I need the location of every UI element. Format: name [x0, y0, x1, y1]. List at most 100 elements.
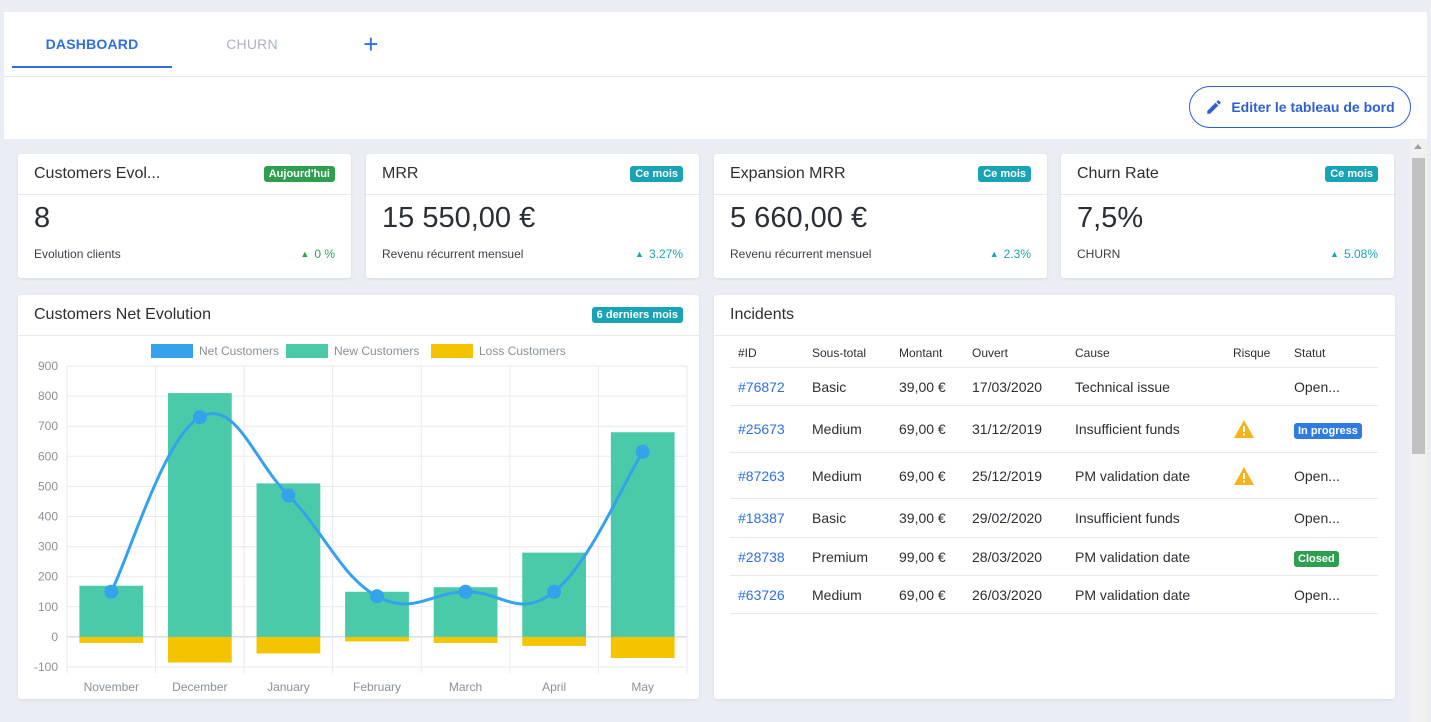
- add-tab-icon[interactable]: +: [363, 29, 379, 59]
- opened-date-cell: 31/12/2019: [964, 405, 1067, 453]
- scroll-up-icon[interactable]: [1414, 144, 1422, 149]
- column-header: Risque: [1225, 339, 1286, 368]
- loss-customers-bar: [345, 636, 409, 642]
- risk-cell: [1225, 452, 1286, 499]
- table-row[interactable]: #18387 Basic 39,00 €29/02/2020 Insufficient…: [730, 498, 1378, 538]
- amount-cell: 39,00 €: [891, 367, 964, 406]
- table-header-row: #ID Sous-total Montant Ouvert Cause Risq…: [730, 339, 1378, 368]
- kpi-value: 8: [34, 202, 51, 234]
- risk-cell: [1225, 575, 1286, 614]
- subtotal-cell: Medium: [804, 452, 891, 499]
- table-row[interactable]: #28738 Premium 99,00 €28/03/2020 PM validat…: [730, 537, 1378, 576]
- incident-id-link[interactable]: #18387: [730, 498, 804, 538]
- status-cell: Open...: [1286, 575, 1378, 614]
- new-customers-bar: [167, 393, 232, 637]
- risk-cell: [1225, 498, 1286, 538]
- period-badge: Ce mois: [1325, 166, 1378, 182]
- x-tick-label: December: [172, 680, 227, 694]
- card-header: Customers Evol... Aujourd'hui: [18, 154, 351, 195]
- card-header: Expansion MRR Ce mois: [714, 154, 1047, 195]
- kpi-title: Churn Rate: [1077, 165, 1159, 182]
- opened-date-cell: 29/02/2020: [964, 498, 1067, 538]
- risk-cell: [1225, 537, 1286, 576]
- net-customers-point: [458, 584, 473, 599]
- table-row[interactable]: #63726 Medium 69,00 €26/03/2020 PM validati…: [730, 575, 1378, 614]
- amount-cell: 39,00 €: [891, 498, 964, 538]
- loss-customers-bar: [79, 636, 144, 643]
- kpi-card-expansion-mrr: Expansion MRR Ce mois 5 660,00 € Revenu …: [714, 154, 1047, 278]
- y-tick-label: 0: [51, 630, 58, 644]
- subtotal-cell: Medium: [804, 405, 891, 453]
- card-header: Customers Net Evolution 6 derniers mois: [18, 295, 699, 336]
- chart-card-title: Customers Net Evolution: [34, 306, 211, 323]
- x-tick-label: November: [84, 680, 139, 694]
- period-badge: 6 derniers mois: [591, 307, 683, 323]
- kpi-title: Expansion MRR: [730, 165, 846, 182]
- table-row[interactable]: #76872 Basic 39,00 €17/03/2020 Technical is…: [730, 367, 1378, 406]
- cause-cell: Insufficient funds: [1067, 405, 1225, 453]
- legend-label: Net Customers: [199, 344, 279, 358]
- card-header: MRR Ce mois: [366, 154, 699, 195]
- subtotal-cell: Basic: [804, 498, 891, 538]
- y-tick-label: 600: [38, 449, 58, 463]
- new-customers-bar: [610, 432, 675, 637]
- table-row[interactable]: #25673 Medium 69,00 €31/12/2019 Insufficien…: [730, 405, 1378, 453]
- amount-cell: 69,00 €: [891, 575, 964, 614]
- kpi-delta-value: 0 %: [314, 247, 335, 261]
- y-tick-label: 700: [38, 419, 58, 433]
- x-tick-label: March: [449, 680, 482, 694]
- column-header: Cause: [1067, 339, 1225, 368]
- customers-net-evolution-card: Customers Net Evolution 6 derniers mois …: [18, 295, 699, 699]
- table-row[interactable]: #87263 Medium 69,00 €25/12/2019 PM validati…: [730, 452, 1378, 499]
- incident-id-link[interactable]: #28738: [730, 537, 804, 576]
- column-header: Sous-total: [804, 339, 891, 368]
- kpi-card-churn-rate: Churn Rate Ce mois 7,5% CHURN ▲ 5.08%: [1061, 154, 1394, 278]
- edit-dashboard-button[interactable]: Editer le tableau de bord: [1189, 86, 1411, 128]
- y-tick-label: 800: [38, 389, 58, 403]
- incident-id-link[interactable]: #63726: [730, 575, 804, 614]
- tab-churn[interactable]: CHURN: [226, 36, 278, 52]
- incident-id-link[interactable]: #76872: [730, 367, 804, 406]
- incidents-title: Incidents: [730, 306, 795, 323]
- kpi-value: 7,5%: [1077, 202, 1144, 234]
- status-text: Open...: [1294, 378, 1340, 395]
- y-tick-label: 100: [38, 600, 58, 614]
- status-text: Open...: [1294, 586, 1340, 603]
- x-tick-label: May: [631, 680, 654, 694]
- incident-id-link[interactable]: #25673: [730, 405, 804, 453]
- y-tick-label: -100: [34, 660, 58, 674]
- tab-bar: DASHBOARD CHURN +: [4, 12, 1427, 77]
- net-customers-point: [547, 584, 562, 599]
- scrollbar[interactable]: [1410, 140, 1427, 722]
- loss-customers-bar: [256, 636, 321, 654]
- cause-cell: PM validation date: [1067, 537, 1225, 576]
- card-header: Incidents: [714, 295, 1395, 336]
- column-header: Montant: [891, 339, 964, 368]
- status-cell: Open...: [1286, 367, 1378, 406]
- kpi-delta-value: 2.3%: [1003, 247, 1031, 261]
- opened-date-cell: 25/12/2019: [964, 452, 1067, 499]
- legend-swatch: [286, 344, 328, 358]
- kpi-delta: ▲ 5.08%: [1330, 247, 1378, 261]
- kpi-delta-value: 5.08%: [1343, 247, 1378, 261]
- loss-customers-bar: [433, 636, 498, 643]
- kpi-title: MRR: [382, 165, 419, 182]
- status-text: Open...: [1294, 467, 1340, 484]
- status-badge: Closed: [1294, 550, 1339, 567]
- opened-date-cell: 26/03/2020: [964, 575, 1067, 614]
- column-header: Ouvert: [964, 339, 1067, 368]
- period-badge: Aujourd'hui: [263, 166, 335, 182]
- up-triangle-icon: ▲: [1330, 249, 1339, 259]
- incident-id-link[interactable]: #87263: [730, 452, 804, 499]
- edit-dashboard-label: Editer le tableau de bord: [1231, 99, 1395, 115]
- customers-net-evolution-chart: -100 0 100 200 300 400 500 600 700 800 900 November…: [34, 344, 688, 694]
- cause-cell: Insufficient funds: [1067, 498, 1225, 538]
- scrollbar-thumb[interactable]: [1412, 158, 1425, 454]
- opened-date-cell: 28/03/2020: [964, 537, 1067, 576]
- x-tick-label: January: [267, 680, 310, 694]
- kpi-delta-value: 3.27%: [648, 247, 683, 261]
- column-header: Statut: [1286, 339, 1378, 368]
- tab-dashboard[interactable]: DASHBOARD: [12, 12, 172, 68]
- cause-cell: PM validation date: [1067, 452, 1225, 499]
- up-triangle-icon: ▲: [635, 249, 644, 259]
